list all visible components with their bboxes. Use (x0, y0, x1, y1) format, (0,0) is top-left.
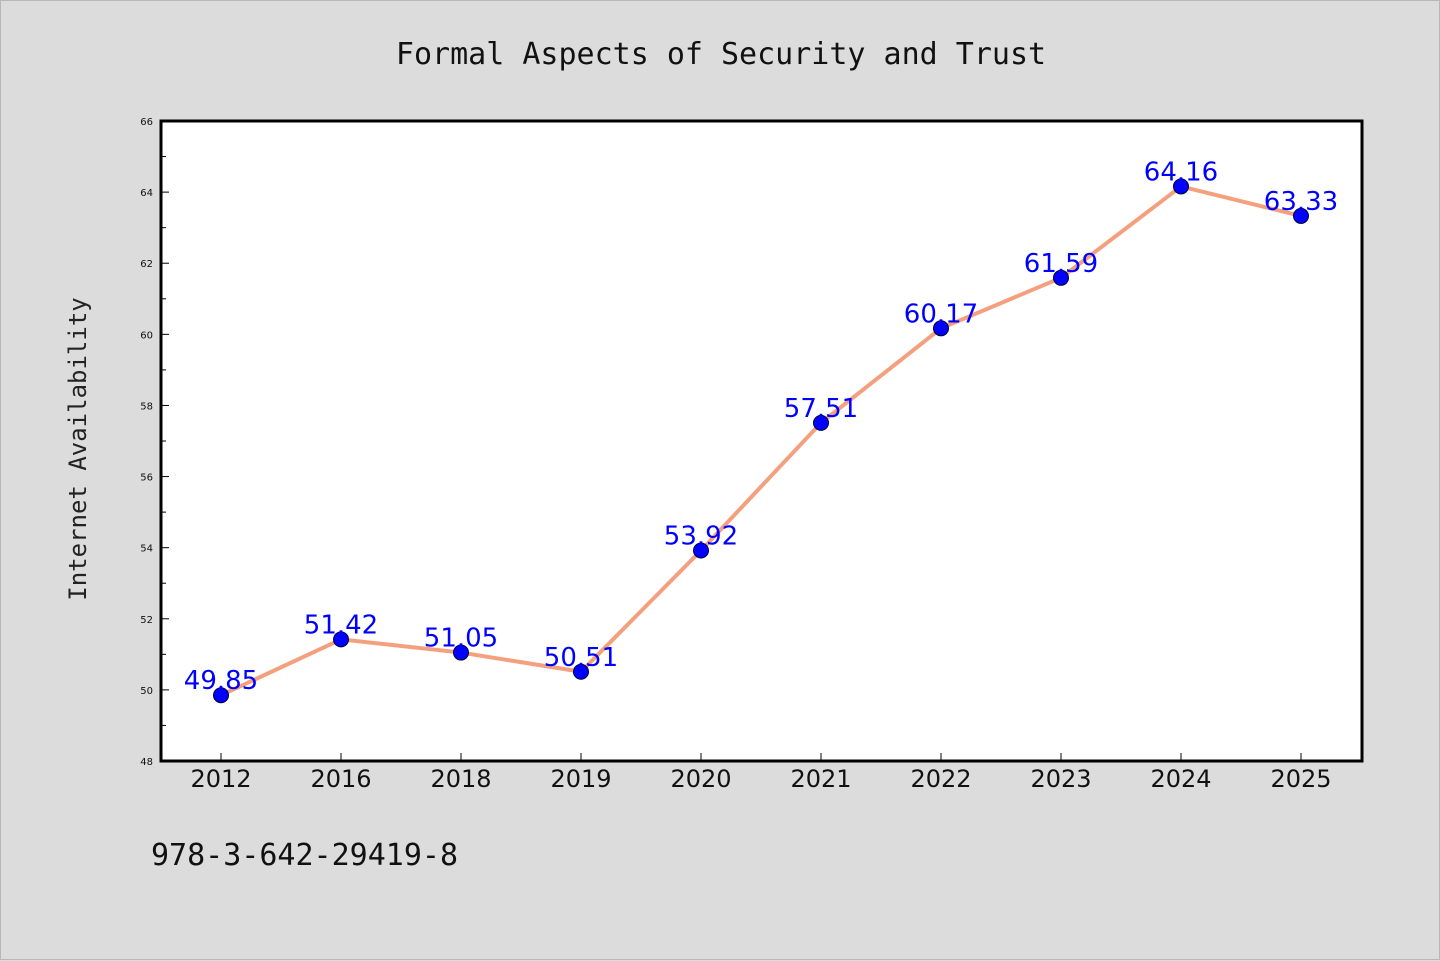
data-label: 57.51 (784, 394, 858, 424)
data-point (573, 663, 589, 680)
series-layer: 49.85 51.42 51.05 50.51 53.92 57.51 60.17 61.59… (184, 157, 1338, 704)
y-tick-label: 56 (140, 473, 153, 484)
y-tick-label: 60 (140, 330, 153, 341)
y-axis: 48 50 52 54 56 58 60 62 64 66 (140, 117, 169, 768)
data-point (1173, 178, 1189, 195)
y-axis-label: Internet Availability (64, 297, 92, 600)
data-label: 61.59 (1024, 249, 1098, 279)
plot-area (159, 119, 1364, 763)
data-point (453, 644, 469, 661)
y-tick-label: 54 (140, 544, 153, 555)
data-label: 50.51 (544, 643, 618, 673)
data-label: 53.92 (664, 522, 738, 552)
x-tick-label: 2019 (550, 765, 611, 793)
data-label: 63.33 (1264, 187, 1338, 217)
x-axis: 2012 2016 2018 2019 2020 2021 2022 2023 2024 2025 (190, 753, 1332, 793)
x-tick-label: 2021 (790, 765, 851, 793)
x-tick-label: 2022 (910, 765, 971, 793)
data-point (333, 631, 349, 648)
data-point (213, 687, 229, 704)
y-tick-label: 66 (140, 117, 153, 128)
y-tick-label: 52 (140, 615, 153, 626)
data-label: 49.85 (184, 666, 258, 696)
chart-title: Formal Aspects of Security and Trust (396, 37, 1046, 72)
x-tick-label: 2016 (310, 765, 371, 793)
x-tick-label: 2023 (1030, 765, 1091, 793)
x-tick-label: 2024 (1150, 765, 1211, 793)
data-label: 60.17 (904, 299, 978, 329)
data-point (933, 320, 949, 337)
x-tick-label: 2025 (1270, 765, 1331, 793)
x-tick-label: 2012 (190, 765, 251, 793)
data-label: 64.16 (1144, 157, 1218, 187)
x-tick-label: 2020 (670, 765, 731, 793)
x-tick-label: 2018 (430, 765, 491, 793)
data-point (813, 414, 829, 431)
y-tick-label: 50 (140, 686, 153, 697)
data-label: 51.05 (424, 624, 498, 654)
y-tick-label: 58 (140, 401, 153, 412)
data-point (693, 542, 709, 559)
data-label: 51.42 (304, 610, 378, 640)
y-tick-label: 62 (140, 259, 153, 270)
data-point (1293, 207, 1309, 224)
data-point (1053, 269, 1069, 286)
isbn-text: 978-3-642-29419-8 (151, 838, 458, 873)
y-tick-label: 64 (140, 188, 153, 199)
y-tick-label: 48 (140, 757, 153, 768)
series-line (219, 184, 1303, 698)
